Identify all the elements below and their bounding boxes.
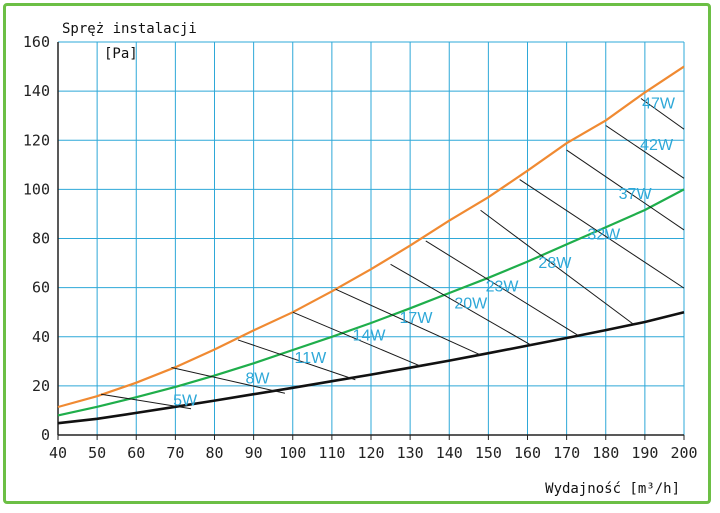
x-tick-label: 110 <box>318 444 345 462</box>
y-tick-label: 0 <box>41 426 50 444</box>
x-tick-label: 60 <box>127 444 145 462</box>
grid <box>57 41 685 436</box>
ticks: 40 50 60 70 80 90 100 110 120 130 140 150 160 170 180 1… <box>23 33 698 462</box>
power-line <box>237 339 356 381</box>
x-tick-label: 130 <box>397 444 424 462</box>
y-tick-label: 40 <box>32 328 50 346</box>
power-line <box>566 149 685 231</box>
power-label: 42W <box>640 137 674 154</box>
power-lines <box>100 98 685 410</box>
series-line <box>57 65 685 409</box>
x-tick-label: 190 <box>631 444 658 462</box>
power-label: 20W <box>454 296 488 313</box>
series-line <box>57 188 685 417</box>
power-label: 5W <box>173 393 198 410</box>
x-tick-label: 150 <box>475 444 502 462</box>
x-tick-label: 180 <box>592 444 619 462</box>
y-axis-title: Spręż instalacji <box>62 21 197 37</box>
x-tick-label: 50 <box>88 444 106 462</box>
power-label: 23W <box>486 278 520 295</box>
x-tick-label: 140 <box>436 444 463 462</box>
x-tick-label: 170 <box>553 444 580 462</box>
y-axis-unit: [Pa] <box>104 46 138 62</box>
x-tick-label: 40 <box>49 444 67 462</box>
power-line <box>100 393 192 410</box>
x-tick-label: 100 <box>279 444 306 462</box>
power-line <box>519 179 685 289</box>
power-label: 11W <box>294 350 327 367</box>
power-label: 47W <box>642 95 676 112</box>
power-line <box>425 240 579 336</box>
y-tick-label: 100 <box>23 180 50 198</box>
power-label: 37W <box>619 186 653 203</box>
y-tick-label: 20 <box>32 377 50 395</box>
power-line <box>605 125 685 179</box>
x-tick-label: 200 <box>670 444 697 462</box>
power-line <box>171 366 286 394</box>
y-tick-label: 140 <box>23 82 50 100</box>
power-line <box>390 263 532 346</box>
y-tick-label: 160 <box>23 33 50 51</box>
curves <box>57 65 685 425</box>
power-line <box>480 209 634 325</box>
x-tick-label: 120 <box>357 444 384 462</box>
power-label: 28W <box>538 255 572 272</box>
power-label: 8W <box>246 370 271 387</box>
chart-frame <box>3 3 711 504</box>
y-tick-label: 120 <box>23 131 50 149</box>
x-tick-label: 160 <box>514 444 541 462</box>
power-label: 32W <box>587 227 621 244</box>
y-tick-label: 80 <box>32 230 50 248</box>
y-tick-label: 60 <box>32 279 50 297</box>
x-tick-label: 80 <box>205 444 223 462</box>
power-label: 14W <box>353 327 387 344</box>
power-line <box>335 288 481 356</box>
power-line <box>292 311 423 368</box>
x-tick-label: 70 <box>166 444 184 462</box>
power-line <box>640 98 685 130</box>
x-tick-label: 90 <box>245 444 263 462</box>
x-axis-title: Wydajność [m³/h] <box>545 481 680 497</box>
power-label: 17W <box>400 310 434 327</box>
series-line <box>57 310 685 425</box>
